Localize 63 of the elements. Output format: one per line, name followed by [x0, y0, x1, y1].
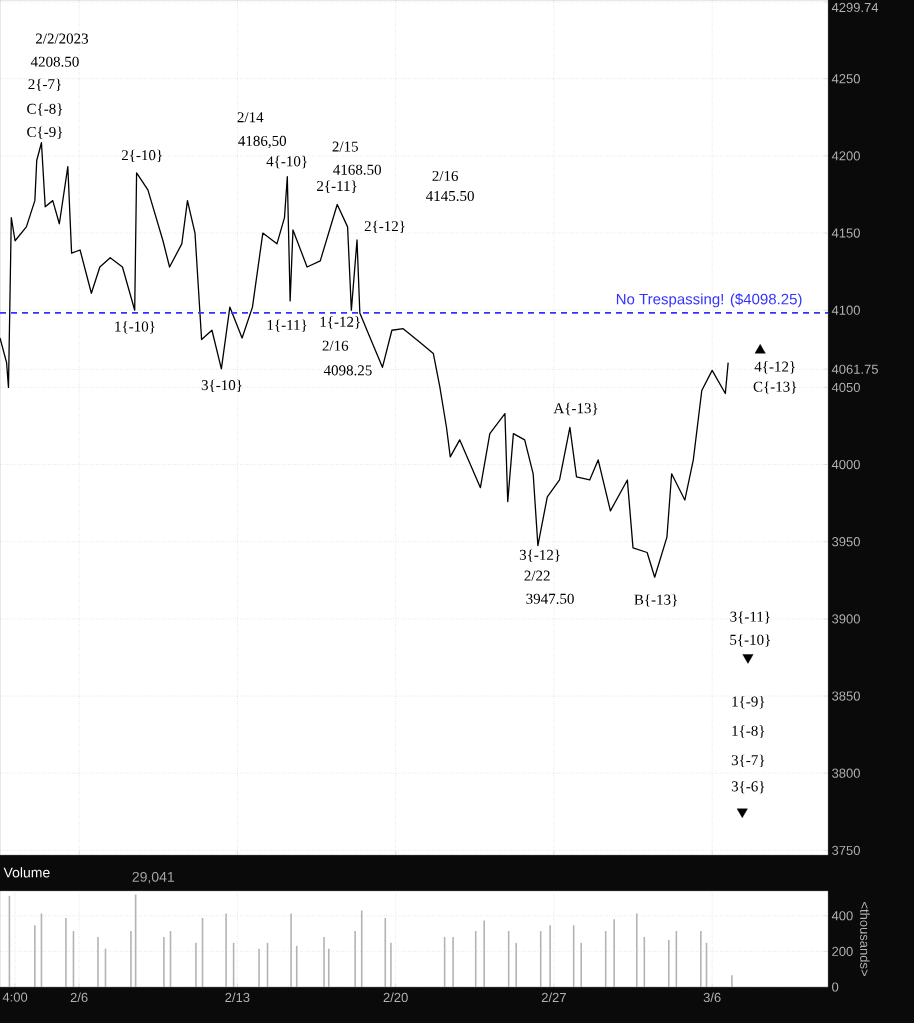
annotation: 1{-10} — [115, 320, 155, 334]
y-tick-label: 4150 — [831, 228, 860, 238]
annotation: 2{-10} — [121, 149, 162, 163]
annotation: 4098.25 — [323, 365, 372, 376]
y-tick-label: 200 — [832, 946, 853, 956]
annotation: 1{-9} — [732, 696, 765, 709]
y-tick-label: 3900 — [832, 614, 860, 624]
x-tick-label: 2/6 — [70, 992, 88, 1003]
annotation: 2{-7} — [28, 78, 61, 92]
annotation: 1{-11} — [267, 319, 307, 332]
x-tick-label: 4:00 — [2, 992, 28, 1002]
annotation: 2/16 — [322, 340, 349, 351]
annotation: 1{-12} — [320, 316, 360, 329]
y-tick-label: 4061.75 — [831, 364, 878, 374]
point — [736, 808, 748, 818]
y-tick-label: 4100 — [831, 305, 860, 315]
annotation: 3947.50 — [526, 593, 574, 604]
y-tick-label: 4200 — [831, 151, 860, 161]
annotation: 4168.50 — [333, 164, 382, 175]
annotation: 2/14 — [237, 112, 264, 123]
point — [742, 654, 754, 664]
y-tick-label: 3850 — [832, 691, 860, 701]
annotation: 2/2/2023 — [35, 33, 89, 44]
y-tick-label: 400 — [831, 911, 853, 921]
annotation: 2/16 — [432, 170, 459, 181]
annotation: 3{-11} — [730, 611, 770, 624]
y-tick-label: 3800 — [832, 768, 860, 778]
annotation: C{-9} — [27, 126, 63, 139]
annotation: 1{-8} — [732, 725, 765, 738]
chart-title: Volume — [3, 867, 50, 878]
y-tick-label: 4050 — [831, 382, 860, 392]
annotation: 4186,50 — [238, 135, 287, 149]
y-tick-label: 3950 — [832, 537, 860, 547]
annotation: 3{-7} — [731, 754, 765, 768]
annotation: 3{-6} — [731, 780, 765, 794]
annotation: 3{-12} — [519, 549, 560, 562]
annotation: 3{-10} — [201, 379, 242, 393]
annotation: 4145.50 — [426, 190, 474, 202]
annotation: 2{-11} — [317, 180, 357, 193]
annotation: 2{-12} — [364, 220, 405, 234]
annotation: 4{-12} — [754, 361, 795, 374]
annotation: 5{-10} — [730, 634, 770, 647]
x-tick-label: 2/20 — [383, 992, 408, 1003]
x-tick-label: 2/13 — [225, 992, 250, 1003]
y-tick-label: 4299.74 — [831, 2, 879, 13]
ref-line-label: No Trespassing! ($4098.25) — [616, 293, 802, 308]
x-tick-label: 2/27 — [541, 992, 566, 1003]
annotation: C{-8} — [27, 103, 63, 116]
y-tick-label: 4000 — [831, 459, 860, 470]
annotation: 4{-10} — [266, 155, 307, 169]
annotation: B{-13} — [634, 594, 677, 607]
annotation: 2/22 — [524, 570, 550, 581]
x-tick-label: 3/6 — [703, 992, 721, 1003]
annotation: A{-13} — [553, 402, 598, 416]
annotation: 4208.50 — [30, 56, 79, 67]
y-tick-label: 0 — [832, 982, 839, 992]
annotation: 2/15 — [332, 141, 358, 152]
chart-subtitle: 29,041 — [132, 871, 175, 884]
point — [754, 344, 766, 354]
annotation: C{-13} — [753, 381, 797, 394]
y-axis-title: <thousands> — [860, 902, 870, 976]
y-tick-label: 3750 — [832, 845, 860, 855]
y-tick-label: 4250 — [831, 74, 860, 84]
